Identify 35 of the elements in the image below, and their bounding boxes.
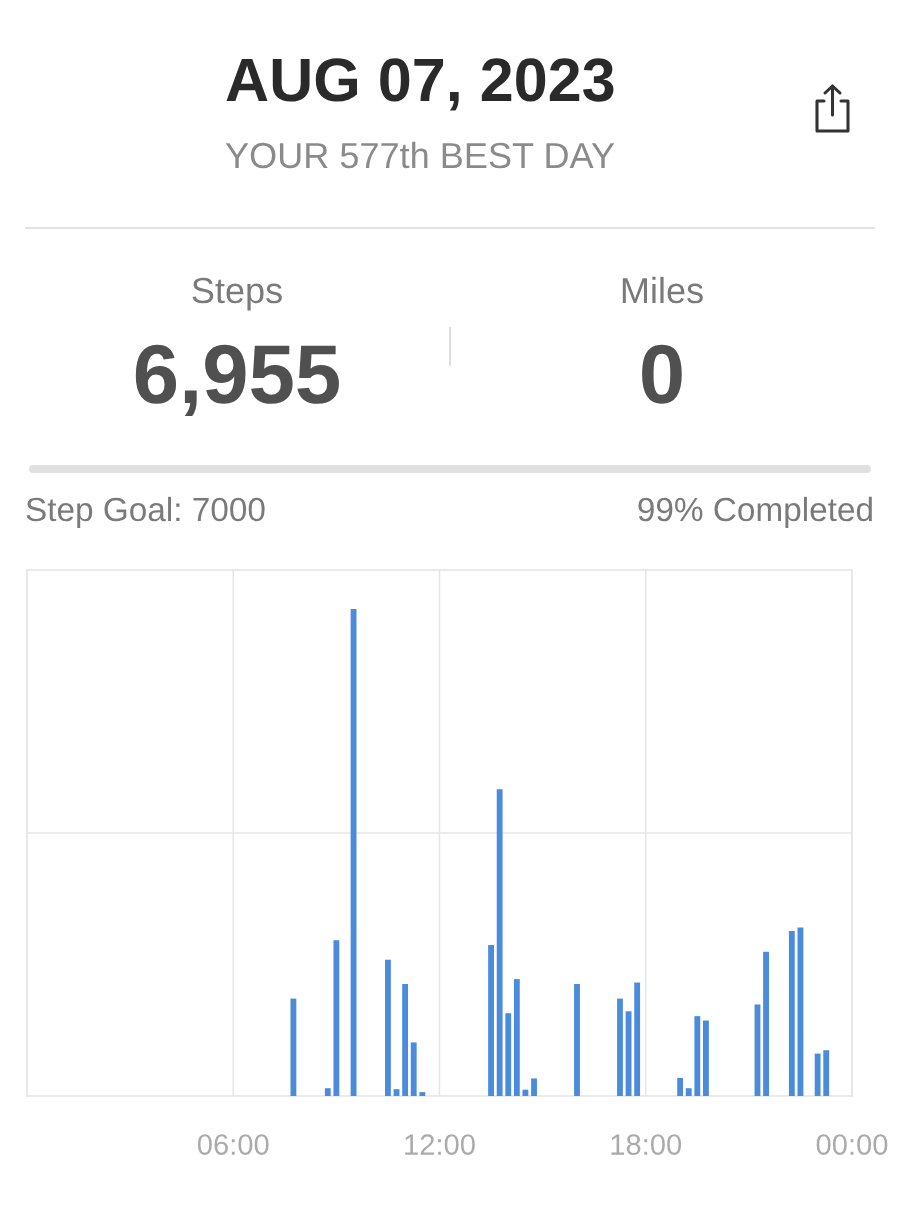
- x-tick-label: 18:00: [611, 1134, 682, 1155]
- bar: [702, 1020, 709, 1096]
- bar: [290, 998, 297, 1096]
- bar: [574, 983, 580, 1096]
- bar: [410, 1042, 417, 1096]
- bar: [402, 983, 409, 1096]
- text: AUG 07, 2023: [226, 58, 614, 111]
- bar: [634, 982, 641, 1096]
- bar: [617, 998, 623, 1096]
- bar: [496, 789, 503, 1096]
- text: 99% Completed: [638, 496, 872, 528]
- bar: [685, 1088, 692, 1096]
- bar: [333, 940, 340, 1096]
- bar: [677, 1077, 684, 1096]
- bar: [763, 951, 769, 1096]
- bar: [788, 930, 795, 1096]
- bar: [324, 1088, 331, 1096]
- text: Miles: [622, 276, 703, 304]
- bar: [488, 945, 494, 1096]
- bar: [419, 1092, 426, 1096]
- text: 0: [642, 344, 682, 404]
- bar: [505, 1013, 512, 1096]
- x-tick-label: 06:00: [197, 1134, 269, 1155]
- bar: [694, 1016, 701, 1096]
- x-tick-label: 12:00: [405, 1134, 475, 1155]
- text: 6,955: [135, 344, 339, 416]
- bar: [513, 979, 520, 1096]
- text: YOUR 577th BEST DAY: [225, 141, 615, 169]
- bar: [385, 959, 391, 1096]
- bar: [531, 1078, 537, 1096]
- text: Step Goal: 7000: [26, 496, 265, 528]
- text: Steps: [192, 277, 282, 311]
- bar: [823, 1050, 830, 1096]
- bar: [814, 1053, 821, 1096]
- x-tick-label: 00:00: [816, 1134, 888, 1155]
